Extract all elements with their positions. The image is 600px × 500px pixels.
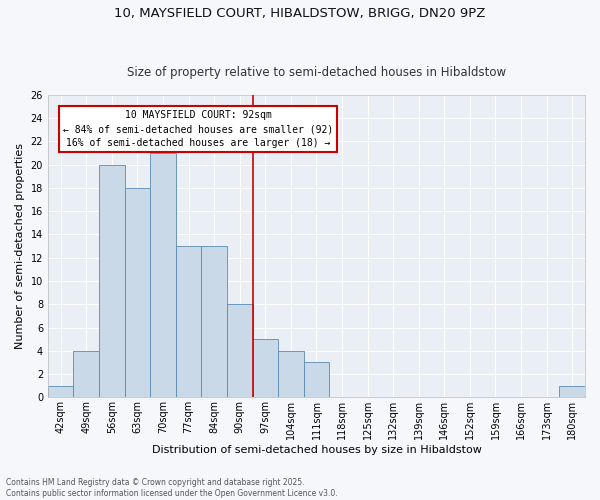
X-axis label: Distribution of semi-detached houses by size in Hibaldstow: Distribution of semi-detached houses by … (152, 445, 481, 455)
Y-axis label: Number of semi-detached properties: Number of semi-detached properties (15, 143, 25, 349)
Text: 10 MAYSFIELD COURT: 92sqm
← 84% of semi-detached houses are smaller (92)
16% of : 10 MAYSFIELD COURT: 92sqm ← 84% of semi-… (63, 110, 334, 148)
Bar (278, 351, 304, 398)
Bar (150, 153, 176, 398)
Bar (125, 188, 150, 398)
Text: Contains HM Land Registry data © Crown copyright and database right 2025.
Contai: Contains HM Land Registry data © Crown c… (6, 478, 338, 498)
Bar (202, 246, 227, 398)
Bar (48, 386, 73, 398)
Bar (73, 351, 99, 398)
Text: 10, MAYSFIELD COURT, HIBALDSTOW, BRIGG, DN20 9PZ: 10, MAYSFIELD COURT, HIBALDSTOW, BRIGG, … (115, 8, 485, 20)
Title: Size of property relative to semi-detached houses in Hibaldstow: Size of property relative to semi-detach… (127, 66, 506, 78)
Bar (227, 304, 253, 398)
Bar (176, 246, 202, 398)
Bar (253, 339, 278, 398)
Bar (99, 164, 125, 398)
Bar (559, 386, 585, 398)
Bar (304, 362, 329, 398)
